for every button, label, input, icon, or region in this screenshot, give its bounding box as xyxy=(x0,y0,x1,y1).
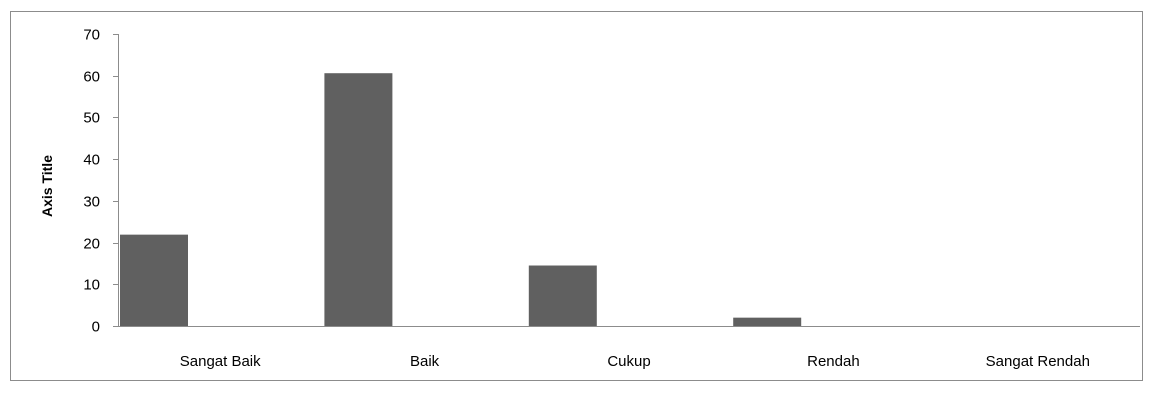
y-tick-label: 60 xyxy=(83,69,100,86)
y-axis: 0 10 20 30 40 50 60 70 xyxy=(83,27,119,336)
y-tick-label: 20 xyxy=(83,236,100,253)
bar xyxy=(733,317,802,326)
bar xyxy=(324,73,393,326)
x-category-label: Rendah xyxy=(807,353,860,370)
y-tick-label: 0 xyxy=(92,319,100,336)
bars xyxy=(120,73,802,326)
bar xyxy=(528,265,597,326)
x-category-label: Sangat Rendah xyxy=(986,353,1090,370)
y-tick-label: 10 xyxy=(83,277,100,294)
x-category-label: Cukup xyxy=(607,353,650,370)
x-category-label: Sangat Baik xyxy=(180,353,261,370)
x-axis: Sangat Baik Baik Cukup Rendah Sangat Rendah xyxy=(118,326,1140,370)
y-tick-label: 70 xyxy=(83,27,100,44)
y-tick-label: 40 xyxy=(83,152,100,169)
y-tick-label: 50 xyxy=(83,110,100,127)
x-category-label: Baik xyxy=(410,353,440,370)
y-axis-title: Axis Title xyxy=(39,155,55,217)
y-tick-label: 30 xyxy=(83,194,100,211)
bar xyxy=(120,234,188,326)
